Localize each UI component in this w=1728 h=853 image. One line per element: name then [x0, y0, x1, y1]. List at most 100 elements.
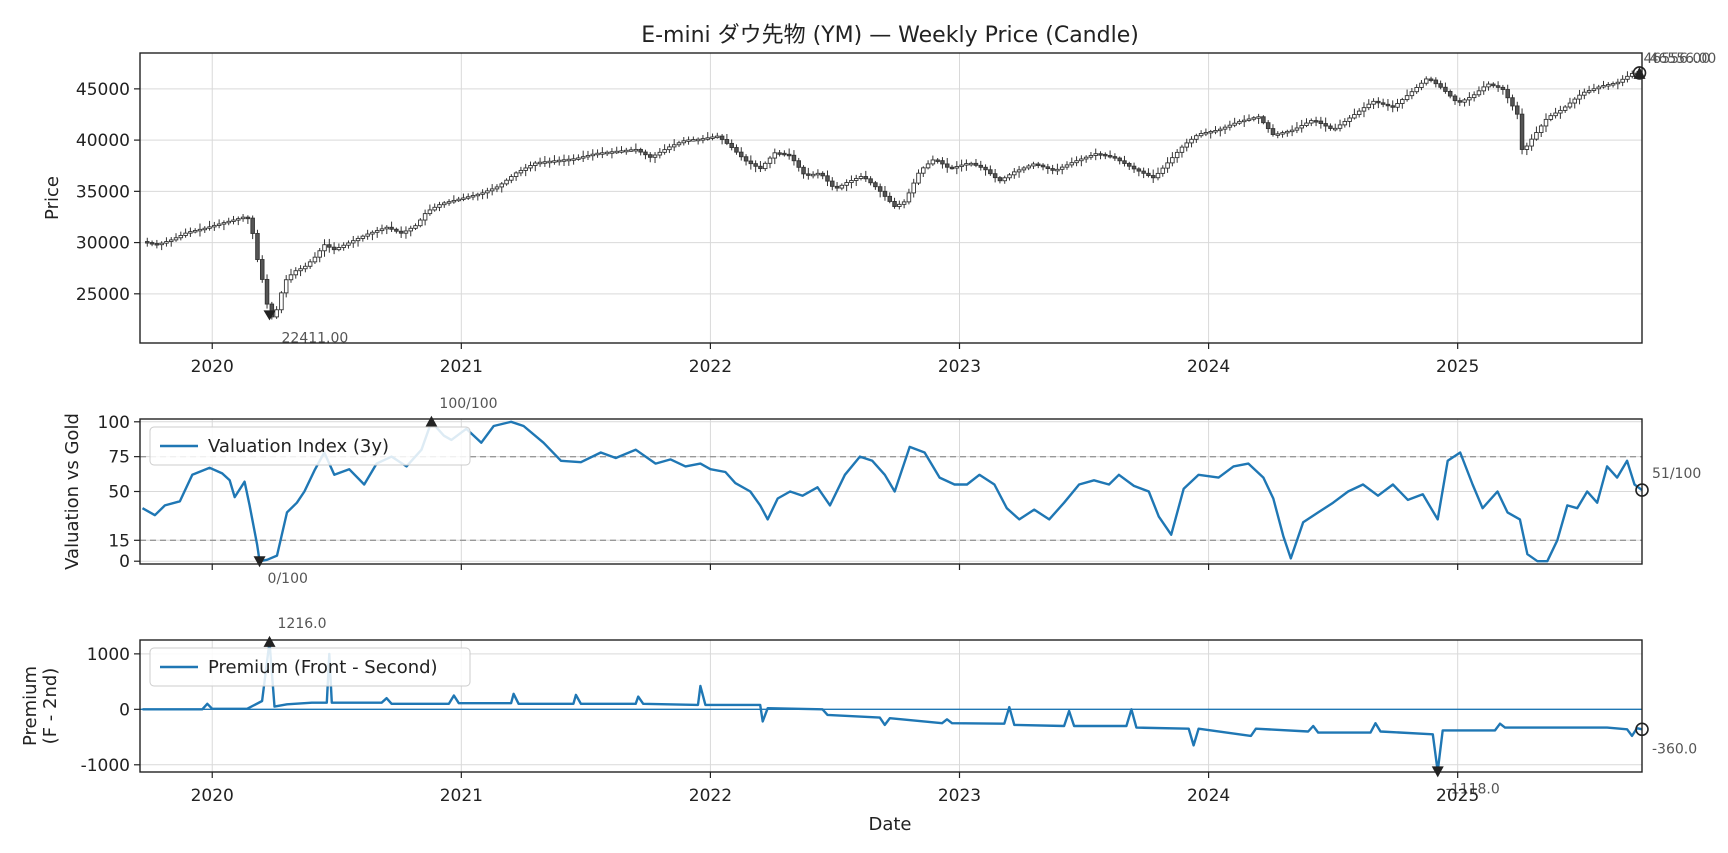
- candle-body: [912, 183, 916, 193]
- candle-body: [749, 161, 753, 164]
- candle-body: [428, 210, 432, 214]
- candle-body: [624, 150, 628, 152]
- candle-body: [538, 162, 542, 164]
- candle-body: [514, 173, 518, 177]
- candle-body: [203, 228, 207, 230]
- candle-body: [1252, 118, 1256, 120]
- candle-body: [1228, 125, 1232, 127]
- candle-body: [524, 168, 528, 170]
- x-tick-label: 2024: [1187, 786, 1230, 806]
- candle-body: [217, 224, 221, 226]
- candle-body: [361, 236, 365, 238]
- candle-body: [179, 235, 183, 237]
- candle-body: [1535, 133, 1539, 140]
- candle-body: [1539, 126, 1543, 133]
- candle-body: [1324, 124, 1328, 126]
- candle-body: [543, 162, 547, 164]
- candle-body: [1060, 167, 1064, 169]
- candle-body: [1621, 79, 1625, 82]
- candle-body: [1362, 108, 1366, 111]
- candle-body: [725, 139, 729, 143]
- y-tick-label: 75: [108, 448, 130, 468]
- candle-body: [1262, 117, 1266, 123]
- y-tick-label: 15: [108, 531, 130, 551]
- candle-body: [1137, 169, 1141, 171]
- candle-body: [701, 139, 705, 141]
- candle-body: [1511, 98, 1515, 106]
- candle-body: [658, 152, 662, 155]
- candle-body: [236, 219, 240, 221]
- candle-body: [1329, 126, 1333, 128]
- candle-body: [332, 247, 336, 249]
- candle-body: [1084, 157, 1088, 159]
- candle-body: [1070, 163, 1074, 165]
- candle-body: [1424, 79, 1428, 83]
- candle-body: [438, 205, 442, 208]
- candle-body: [955, 167, 959, 169]
- candle-body: [1195, 136, 1199, 140]
- candle-body: [1075, 161, 1079, 163]
- candle-body: [941, 161, 945, 164]
- candle-body: [1616, 82, 1620, 84]
- candle-body: [615, 151, 619, 153]
- candle-body: [1056, 169, 1060, 171]
- candle-body: [802, 167, 806, 174]
- candle-body: [754, 164, 758, 167]
- candle-body: [1458, 101, 1462, 103]
- candle-body: [1549, 116, 1553, 120]
- candle-body: [390, 227, 394, 229]
- candle-body: [835, 186, 839, 188]
- candle-body: [629, 150, 633, 152]
- candle-body: [586, 155, 590, 157]
- candle-body: [328, 245, 332, 247]
- candle-body: [1147, 173, 1151, 175]
- candle-body: [596, 153, 600, 155]
- candle-body: [1372, 101, 1376, 104]
- y-axis-label: Premium: [20, 666, 41, 746]
- candle-body: [1353, 115, 1357, 118]
- valuation-legend: Valuation Index (3y): [150, 427, 470, 465]
- candle-body: [783, 153, 787, 155]
- candle-body: [562, 160, 566, 162]
- candle-body: [213, 225, 217, 227]
- candle-body: [1108, 155, 1112, 157]
- candle-body: [1309, 121, 1313, 123]
- candle-body: [720, 136, 724, 139]
- candle-body: [433, 207, 437, 210]
- candle-body: [572, 159, 576, 161]
- candle-body: [845, 183, 849, 186]
- x-tick-label: 2023: [938, 786, 981, 806]
- candle-body: [1348, 118, 1352, 121]
- candle-body: [917, 173, 921, 183]
- candle-body: [1151, 176, 1155, 178]
- candle-body: [1559, 110, 1563, 113]
- candle-body: [318, 251, 322, 257]
- candle-body: [1415, 87, 1419, 91]
- candle-body: [275, 310, 279, 317]
- candle-body: [591, 154, 595, 156]
- candle-body: [1391, 106, 1395, 108]
- candle-body: [1123, 161, 1127, 164]
- candle-body: [567, 159, 571, 161]
- candle-body: [945, 164, 949, 167]
- candle-body: [639, 149, 643, 152]
- candle-body: [486, 191, 490, 193]
- candle-body: [174, 238, 178, 240]
- candle-body: [1367, 104, 1371, 107]
- candle-body: [1266, 123, 1270, 129]
- candle-body: [1041, 165, 1045, 167]
- candle-body: [605, 152, 609, 154]
- candle-body: [1477, 91, 1481, 95]
- y-tick-label: 30000: [76, 234, 130, 254]
- candle-body: [1276, 134, 1280, 136]
- candle-body: [711, 137, 715, 139]
- candle-body: [1468, 98, 1472, 100]
- candle-body: [610, 152, 614, 154]
- candle-body: [1381, 103, 1385, 105]
- candle-body: [1429, 79, 1433, 81]
- candle-body: [1036, 164, 1040, 166]
- candle-body: [759, 166, 763, 168]
- candle-body: [356, 238, 360, 240]
